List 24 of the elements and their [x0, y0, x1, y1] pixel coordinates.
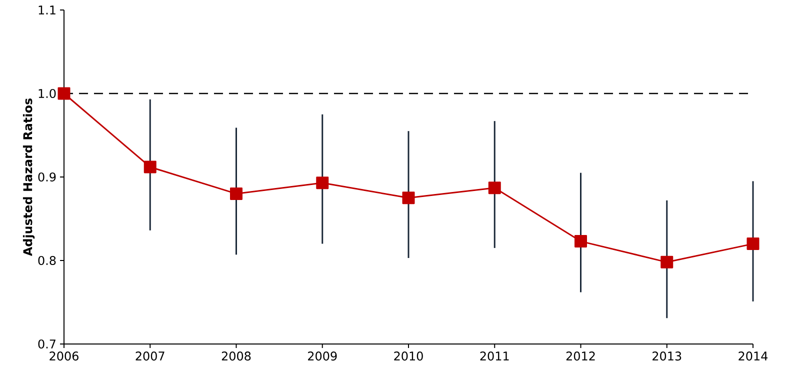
y-tick-label: 0.7 [38, 339, 56, 349]
y-axis-title: Adjusted Hazard Ratios [22, 98, 35, 256]
point [144, 160, 156, 174]
point [574, 235, 587, 248]
point [316, 176, 329, 190]
x-tick-label: 2014 [738, 352, 768, 361]
x-tick-label: 2012 [566, 352, 595, 361]
y-tick-label: 0.8 [38, 256, 56, 266]
x-tick-label: 2008 [222, 352, 251, 361]
point [660, 256, 674, 268]
y-tick-label: 0.9 [38, 172, 56, 182]
point [488, 182, 501, 194]
point [230, 187, 242, 200]
x-tick-label: 2010 [394, 352, 423, 361]
x-tick-label: 2013 [652, 352, 682, 361]
point [402, 192, 415, 204]
x-tick-label: 2007 [136, 352, 164, 361]
point [58, 87, 70, 100]
point [746, 238, 760, 250]
x-tick-label: 2011 [480, 352, 509, 361]
x-tick-label: 2009 [308, 352, 337, 361]
y-tick-label: 1.1 [38, 6, 56, 14]
y-tick-label: 1.0 [38, 88, 56, 98]
x-tick-label: 2006 [50, 352, 78, 361]
